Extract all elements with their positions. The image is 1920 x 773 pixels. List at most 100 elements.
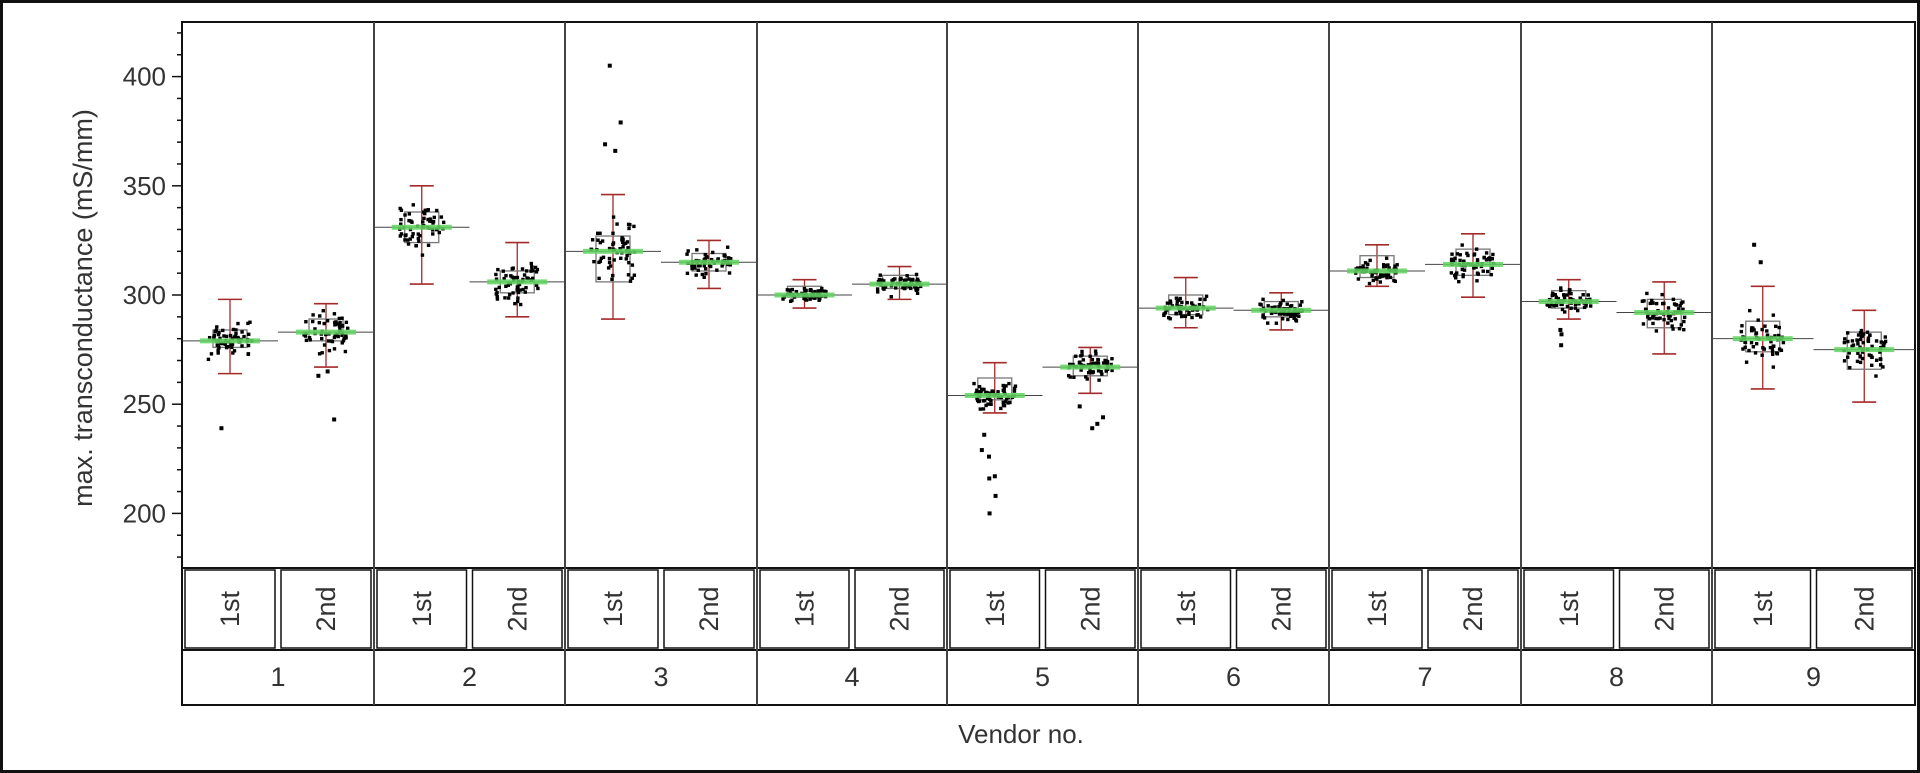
data-point: [1165, 301, 1170, 305]
data-point: [612, 258, 616, 262]
data-point: [403, 238, 407, 242]
data-point: [1198, 297, 1202, 301]
data-point: [1462, 268, 1467, 272]
data-point: [1768, 345, 1773, 350]
data-point: [1865, 330, 1870, 334]
data-point: [1370, 274, 1374, 278]
data-point: [623, 241, 628, 245]
data-point: [504, 284, 508, 289]
data-point: [421, 220, 425, 224]
data-point: [976, 390, 981, 394]
data-point: [399, 222, 403, 226]
data-point: [303, 334, 308, 338]
data-point: [1356, 277, 1361, 281]
data-point: [431, 219, 436, 224]
data-point: [1080, 353, 1084, 357]
data-point: [320, 336, 324, 341]
data-point: [1094, 352, 1098, 356]
data-point: [513, 275, 517, 280]
data-point: [803, 288, 807, 293]
data-point: [1777, 347, 1782, 351]
data-point: [1781, 340, 1786, 345]
data-point: [1567, 291, 1571, 295]
data-point: [518, 302, 523, 307]
run-cell: [1523, 569, 1615, 649]
data-point: [214, 328, 218, 333]
data-point: [610, 277, 614, 282]
data-point: [790, 298, 794, 302]
run-label: 1st: [598, 590, 628, 627]
outlier-point: [993, 493, 998, 498]
data-point: [1856, 351, 1860, 355]
data-point: [1451, 259, 1456, 263]
data-point: [1748, 308, 1752, 313]
data-point: [819, 289, 823, 293]
data-point: [907, 277, 911, 281]
data-point: [891, 277, 896, 282]
data-point: [1682, 327, 1686, 332]
data-point: [1294, 313, 1298, 317]
data-point: [246, 352, 251, 356]
data-point: [494, 272, 498, 277]
data-point: [236, 321, 240, 326]
data-point: [1760, 353, 1764, 357]
data-point: [1753, 351, 1758, 355]
data-point: [1883, 335, 1887, 339]
data-point: [1300, 300, 1304, 304]
data-point: [1859, 328, 1864, 333]
data-point: [1866, 339, 1871, 344]
data-point: [1100, 372, 1104, 376]
vendor-label: 6: [1226, 662, 1241, 692]
data-point: [1666, 306, 1671, 310]
data-point: [1191, 303, 1195, 308]
outlier-point: [1758, 260, 1763, 265]
group-mean-marker: [391, 224, 452, 230]
data-point: [1002, 403, 1007, 408]
data-point: [592, 259, 596, 264]
data-point: [509, 274, 513, 278]
data-point: [698, 263, 702, 268]
data-point: [802, 286, 807, 291]
data-point: [1079, 368, 1083, 372]
data-point: [1466, 253, 1470, 258]
data-point: [1485, 269, 1490, 274]
data-point: [711, 250, 715, 255]
data-point: [904, 278, 908, 282]
data-point: [1176, 298, 1181, 302]
data-point: [1273, 305, 1277, 309]
data-point: [322, 321, 326, 326]
run-cell: [1140, 569, 1232, 649]
data-point: [531, 268, 535, 273]
data-point: [1395, 263, 1399, 267]
data-point: [411, 232, 415, 236]
data-point: [507, 292, 512, 297]
data-point: [1204, 294, 1209, 298]
data-point: [1860, 356, 1865, 361]
data-point: [231, 327, 236, 332]
data-point: [338, 327, 342, 331]
data-point: [722, 253, 726, 258]
outlier-point: [992, 474, 997, 479]
data-point: [1109, 362, 1113, 367]
data-point: [1669, 318, 1674, 323]
data-point: [535, 267, 540, 272]
data-point: [1081, 358, 1086, 362]
data-point: [980, 387, 984, 391]
data-point: [1481, 269, 1485, 273]
data-point: [497, 285, 501, 290]
data-point: [307, 335, 312, 340]
data-point: [1475, 279, 1479, 283]
data-point: [693, 266, 697, 270]
data-point: [524, 285, 528, 290]
data-point: [1660, 292, 1664, 297]
data-point: [332, 335, 337, 340]
data-point: [496, 267, 500, 272]
data-point: [317, 352, 322, 356]
data-point: [1547, 304, 1552, 309]
data-point: [1178, 296, 1182, 301]
data-point: [1769, 340, 1773, 344]
data-point: [785, 288, 790, 292]
data-point: [972, 381, 976, 386]
data-point: [1474, 247, 1479, 251]
group-mean-marker: [1443, 261, 1503, 267]
